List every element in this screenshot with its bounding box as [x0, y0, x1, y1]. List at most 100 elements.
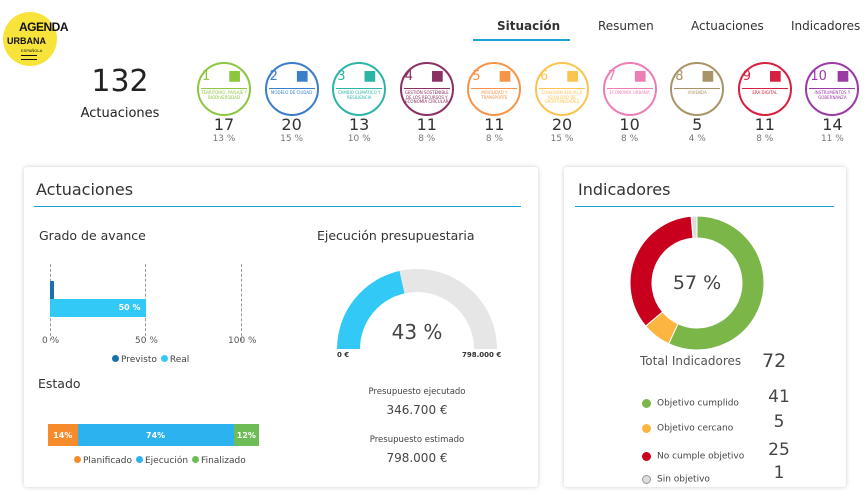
- key-house-icon: ■: [701, 68, 715, 84]
- objective-count: 11: [416, 115, 437, 134]
- card-title: Indicadores: [578, 180, 671, 199]
- active-tab-indicator: [473, 39, 570, 41]
- donut-slice[interactable]: [668, 215, 765, 351]
- card-title: Actuaciones: [36, 180, 134, 199]
- indicador-value: 25: [768, 440, 790, 460]
- tick-label: 50 %: [135, 336, 158, 346]
- objective-number: 2: [269, 69, 278, 84]
- legend-dot: [112, 355, 119, 362]
- objective-count: 20: [551, 115, 573, 134]
- previsto-bar[interactable]: [50, 281, 54, 299]
- grado-chart: 50 %: [50, 264, 242, 344]
- objective-badge[interactable]: 4 ■ Gestión sostenible de los recursos y…: [399, 62, 454, 116]
- objective-10[interactable]: 10 ■ Instrumentos y gobernanza 14 11 %: [802, 62, 862, 144]
- objective-5[interactable]: 5 ■ Movilidad y transporte 11 8 %: [464, 62, 524, 144]
- indicadores-card: Indicadores 57 % Total Indicadores 72 Ob…: [564, 167, 846, 487]
- estado-title: Estado: [38, 376, 81, 391]
- divider: [34, 206, 521, 207]
- objective-number: 7: [607, 69, 616, 84]
- gauge-fill[interactable]: [337, 270, 405, 349]
- agenda-urbana-logo: AGENDA URBANA ESPAÑOLA: [3, 12, 69, 66]
- gridline: [241, 264, 242, 341]
- objective-number: 5: [472, 69, 481, 84]
- legend-label: Finalizado: [201, 456, 246, 466]
- objective-8[interactable]: 8 ■ Vivienda 5 4 %: [667, 62, 727, 144]
- objective-count: 5: [692, 115, 703, 134]
- tab-indicadores[interactable]: Indicadores: [791, 19, 861, 33]
- objective-number: 8: [675, 69, 684, 84]
- objective-4[interactable]: 4 ■ Gestión sostenible de los recursos y…: [397, 62, 457, 144]
- objective-badge[interactable]: 8 ■ Vivienda: [670, 62, 725, 116]
- objective-count: 13: [349, 115, 370, 134]
- objective-number: 1: [202, 69, 211, 84]
- estimado-label: Presupuesto estimado: [369, 435, 465, 445]
- objective-name: Territorio, paisaje y biodiversidad: [201, 88, 247, 100]
- indicador-value: 41: [768, 387, 790, 407]
- objective-badge[interactable]: 1 ■ Territorio, paisaje y biodiversidad: [197, 62, 251, 116]
- tree-icon: ■: [228, 68, 242, 84]
- objective-count: 11: [484, 115, 505, 134]
- real-bar[interactable]: 50 %: [50, 299, 146, 317]
- indicador-label: Sin objetivo: [657, 474, 710, 485]
- objective-badge[interactable]: 6 ■ Cohesión social e igualdad de oportu…: [535, 62, 589, 116]
- objective-name: Era digital: [741, 88, 788, 96]
- objective-name: Modelo de ciudad: [268, 88, 315, 96]
- estado-legend: Planificado Ejecución Finalizado: [74, 456, 246, 466]
- objective-badge[interactable]: 2 ■ Modelo de ciudad: [264, 62, 319, 116]
- objective-number: 10: [810, 69, 827, 84]
- budget-gauge: [337, 269, 497, 349]
- gauge-track[interactable]: [399, 269, 497, 349]
- objective-6[interactable]: 6 ■ Cohesión social e igualdad de oportu…: [532, 62, 592, 144]
- legend-item: Ejecución: [136, 456, 188, 466]
- estado-segment-planificado[interactable]: 14%: [48, 424, 78, 446]
- objective-percent: 10 %: [347, 134, 371, 144]
- logo-text: URBANA: [7, 36, 46, 46]
- digital-city-icon: ■: [768, 68, 783, 84]
- objective-badge[interactable]: 9 ■ Era digital: [737, 62, 792, 116]
- objective-3[interactable]: 3 ■ Cambio climático y resiliencia 13 10…: [329, 62, 389, 144]
- objective-count: 20: [281, 115, 302, 134]
- ejecutado-label: Presupuesto ejecutado: [368, 387, 466, 397]
- objective-number: 9: [742, 69, 752, 84]
- objective-count: 10: [619, 115, 640, 134]
- objective-name: Cohesión social e igualdad de oportunida…: [539, 88, 585, 105]
- logo-bars: [21, 55, 37, 60]
- indicador-label: Objetivo cumplido: [657, 398, 739, 409]
- objective-count: 14: [822, 115, 843, 134]
- objective-badge[interactable]: 10 ■ Instrumentos y gobernanza: [805, 62, 860, 116]
- legend-dot: [192, 456, 200, 463]
- objective-9[interactable]: 9 ■ Era digital 11 8 %: [735, 62, 795, 144]
- objective-badge[interactable]: 3 ■ Cambio climático y resiliencia: [332, 62, 387, 116]
- indicador-row: Objetivo cumplido 41: [642, 387, 822, 412]
- donut-slice[interactable]: [690, 215, 698, 239]
- objective-badge[interactable]: 7 ■ Economía urbana: [602, 62, 657, 116]
- objective-7[interactable]: 7 ■ Economía urbana 10 8 %: [600, 62, 660, 144]
- logo-text: ESPAÑOLA: [21, 48, 43, 53]
- real-bar-label: 50 %: [118, 303, 141, 312]
- objective-1[interactable]: 1 ■ Territorio, paisaje y biodiversidad …: [194, 62, 254, 144]
- status-dot: [642, 399, 651, 408]
- donut-center: 57 %: [672, 272, 722, 294]
- tab-actuaciones[interactable]: Actuaciones: [691, 19, 764, 33]
- total-indicadores-label: Total Indicadores: [640, 354, 742, 368]
- status-dot: [642, 475, 651, 484]
- hands-people-icon: ■: [566, 68, 580, 84]
- tab-resumen[interactable]: Resumen: [598, 19, 654, 33]
- estado-segment-finalizado[interactable]: 12%: [233, 424, 259, 446]
- legend-item: Planificado: [74, 456, 132, 466]
- objective-percent: 4 %: [688, 134, 706, 144]
- estado-segment-ejecución[interactable]: 74%: [77, 424, 234, 446]
- bus-icon: ■: [498, 68, 512, 84]
- logo-text: AGENDA: [19, 20, 69, 34]
- objective-badge[interactable]: 5 ■ Movilidad y transporte: [467, 62, 522, 116]
- legend-label: Ejecución: [145, 456, 189, 466]
- objective-percent: 8 %: [485, 134, 503, 144]
- piggy-bank-icon: ■: [633, 68, 647, 84]
- objective-2[interactable]: 2 ■ Modelo de ciudad 20 15 %: [262, 62, 322, 144]
- status-dot: [642, 452, 651, 461]
- tab-situacion[interactable]: Situación: [497, 19, 561, 33]
- objective-name: Economía urbana: [606, 88, 653, 96]
- legend-label: Real: [169, 355, 190, 365]
- gauge-max: 798.000 €: [462, 351, 502, 359]
- objective-percent: 11 %: [820, 134, 844, 144]
